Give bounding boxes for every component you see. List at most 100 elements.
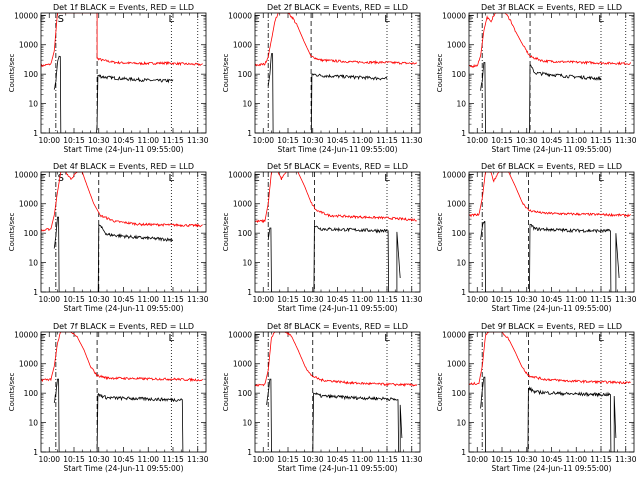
y-tick-label: 10 xyxy=(242,259,252,268)
marker-label-l: L xyxy=(169,14,175,25)
x-tick-label: 11:00 xyxy=(565,455,587,464)
x-tick-label: 11:30 xyxy=(187,455,209,464)
x-tick-label: 11:15 xyxy=(162,295,184,304)
x-tick-label: 11:00 xyxy=(565,136,587,145)
marker-label-e: E xyxy=(467,333,473,344)
y-tick-label: 1 xyxy=(247,448,252,457)
x-axis-label: Start Time (24-Jun-11 09:55:00) xyxy=(64,464,184,473)
x-tick-label: 10:00 xyxy=(38,455,60,464)
y-axis-label: Counts/sec xyxy=(436,373,444,412)
series-lld-line xyxy=(255,172,417,224)
x-tick-label: 11:15 xyxy=(590,455,612,464)
series-lld-line xyxy=(469,172,631,218)
x-tick-label: 11:00 xyxy=(351,295,373,304)
panel-title: Det 1f BLACK = Events, RED = LLD xyxy=(53,3,194,12)
marker-label-l: L xyxy=(169,333,175,344)
x-tick-label: 11:15 xyxy=(376,295,398,304)
panel-title: Det 6f BLACK = Events, RED = LLD xyxy=(481,162,622,171)
panel-6: Det 6f BLACK = Events, RED = LLD 10:00 10:… xyxy=(436,162,637,313)
x-tick-label: 10:45 xyxy=(541,136,563,145)
x-tick-label: 10:45 xyxy=(113,295,135,304)
x-tick-label: 10:30 xyxy=(302,295,324,304)
y-tick-label: 100 xyxy=(452,229,467,238)
series-lld-line xyxy=(41,172,203,233)
x-tick-label: 10:45 xyxy=(541,295,563,304)
y-tick-label: 1 xyxy=(33,448,38,457)
x-tick-label: 10:00 xyxy=(252,455,274,464)
series-lld-line xyxy=(469,332,631,386)
y-tick-label: 1000 xyxy=(447,360,466,369)
plot-frame xyxy=(468,12,635,134)
panel-title: Det 4f BLACK = Events, RED = LLD xyxy=(53,162,194,171)
marker-label-e: E xyxy=(39,14,45,25)
x-tick-label: 10:30 xyxy=(88,136,110,145)
x-tick-label: 10:00 xyxy=(466,136,488,145)
x-tick-label: 10:15 xyxy=(63,136,85,145)
marker-label-e: E xyxy=(253,333,259,344)
x-axis-label: Start Time (24-Jun-11 09:55:00) xyxy=(278,145,398,154)
y-tick-label: 10 xyxy=(28,100,38,109)
series-lld-line xyxy=(255,332,418,388)
y-tick-label: 100 xyxy=(238,389,253,398)
x-tick-label: 11:15 xyxy=(162,455,184,464)
y-tick-label: 1 xyxy=(247,288,252,297)
x-tick-label: 10:00 xyxy=(466,295,488,304)
y-tick-label: 10000 xyxy=(442,11,466,20)
marker-label-l: L xyxy=(384,173,390,184)
x-tick-label: 10:15 xyxy=(491,455,513,464)
marker-label-l: L xyxy=(384,333,390,344)
marker-label-s: S xyxy=(58,173,64,184)
x-tick-label: 11:15 xyxy=(376,136,398,145)
x-tick-label: 10:15 xyxy=(277,136,299,145)
y-axis-label: Counts/sec xyxy=(8,54,16,93)
y-tick-label: 10000 xyxy=(228,11,252,20)
plot-frame xyxy=(254,12,421,134)
series-events-line xyxy=(53,55,174,133)
y-axis-label: Counts/sec xyxy=(8,373,16,412)
x-tick-label: 11:15 xyxy=(376,455,398,464)
x-tick-label: 11:00 xyxy=(137,295,159,304)
y-tick-label: 10000 xyxy=(14,330,38,339)
plot-frame xyxy=(40,171,207,293)
y-axis-label: Counts/sec xyxy=(222,373,230,412)
x-tick-label: 11:00 xyxy=(351,136,373,145)
plot-frame xyxy=(40,331,207,453)
x-tick-label: 10:30 xyxy=(516,136,538,145)
y-tick-label: 100 xyxy=(238,70,253,79)
y-tick-label: 1000 xyxy=(447,41,466,50)
marker-label-e: E xyxy=(39,173,45,184)
y-tick-label: 10000 xyxy=(228,170,252,179)
y-tick-label: 1 xyxy=(247,129,252,138)
y-tick-label: 1 xyxy=(33,129,38,138)
y-tick-label: 100 xyxy=(452,70,467,79)
x-tick-label: 11:00 xyxy=(137,136,159,145)
x-tick-label: 11:30 xyxy=(401,455,423,464)
x-tick-label: 10:30 xyxy=(302,455,324,464)
y-axis-label: Counts/sec xyxy=(8,213,16,252)
x-tick-label: 10:30 xyxy=(516,455,538,464)
y-tick-label: 1 xyxy=(33,288,38,297)
panel-title: Det 5f BLACK = Events, RED = LLD xyxy=(267,162,408,171)
y-tick-label: 1000 xyxy=(19,200,38,209)
y-tick-label: 10 xyxy=(242,419,252,428)
x-axis-label: Start Time (24-Jun-11 09:55:00) xyxy=(278,464,398,473)
y-tick-label: 10 xyxy=(28,419,38,428)
marker-label-e: E xyxy=(467,173,473,184)
x-tick-label: 11:30 xyxy=(615,455,637,464)
series-events-line xyxy=(267,53,388,133)
y-tick-label: 10 xyxy=(456,259,466,268)
x-tick-label: 10:15 xyxy=(277,455,299,464)
x-axis-label: Start Time (24-Jun-11 09:55:00) xyxy=(492,304,612,313)
x-tick-label: 11:30 xyxy=(615,295,637,304)
x-tick-label: 10:30 xyxy=(516,295,538,304)
x-tick-label: 11:00 xyxy=(137,455,159,464)
y-tick-label: 1 xyxy=(461,288,466,297)
y-tick-label: 1000 xyxy=(233,200,252,209)
series-lld-line xyxy=(41,13,203,68)
y-tick-label: 10000 xyxy=(14,11,38,20)
series-events-line xyxy=(480,376,617,452)
